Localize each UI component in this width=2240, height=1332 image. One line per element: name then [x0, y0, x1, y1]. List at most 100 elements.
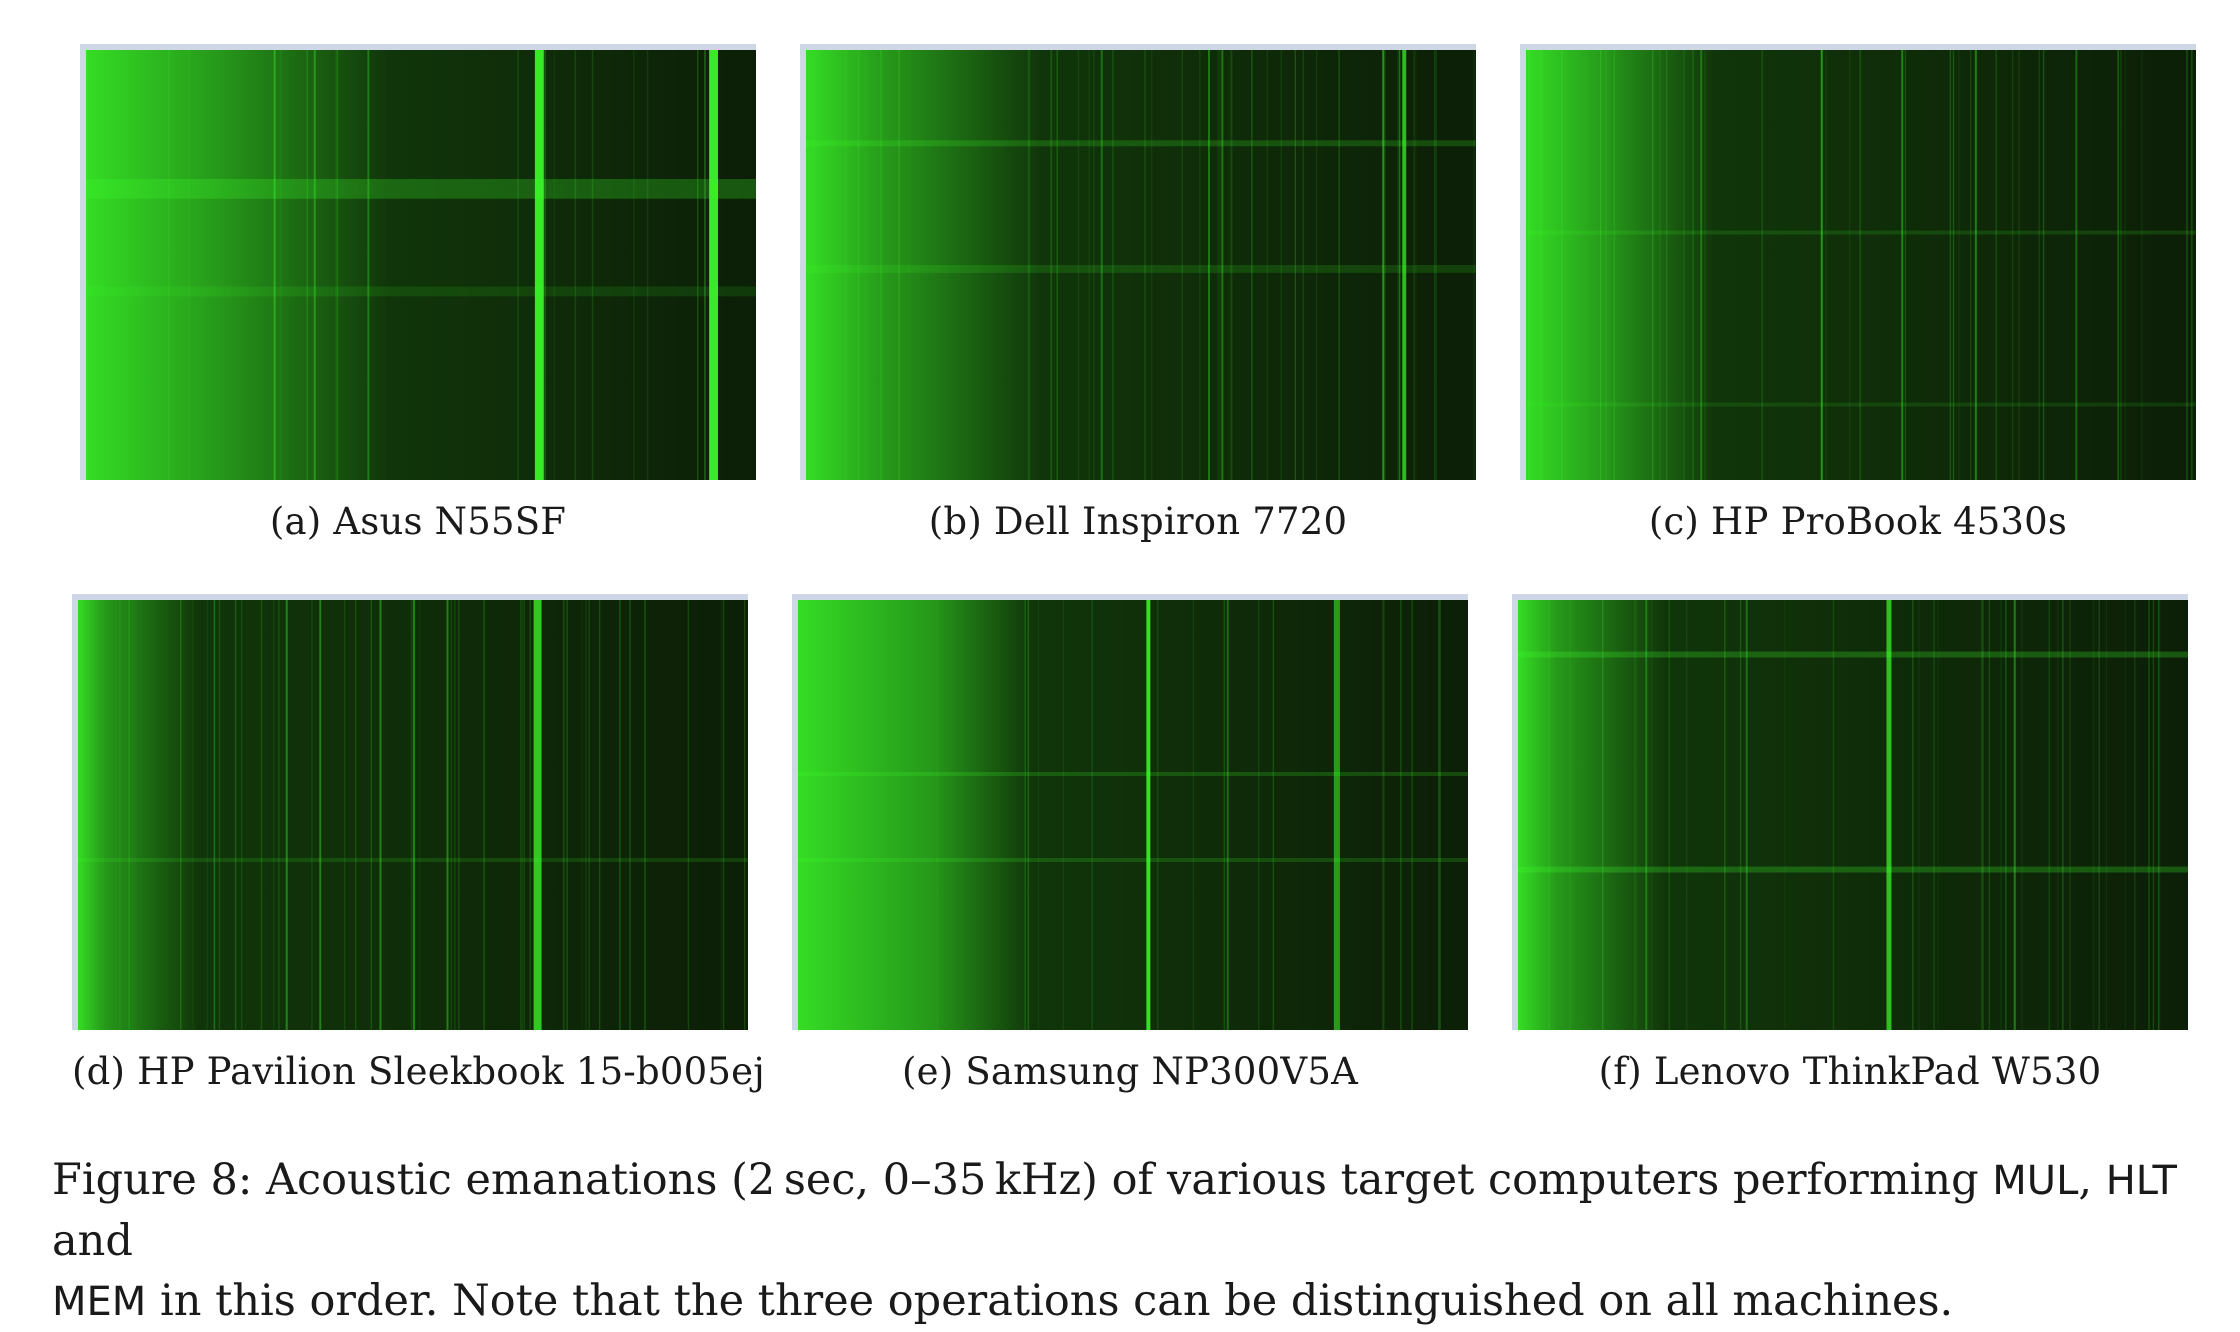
spectral-line	[1540, 50, 1542, 480]
spectral-line	[1652, 50, 1654, 480]
spectral-line	[1886, 600, 1892, 1030]
panel-f: (f) Lenovo ThinkPad W530	[1512, 594, 2188, 1093]
spectral-line	[619, 600, 621, 1030]
spectral-line	[80, 600, 83, 1030]
spectral-line	[446, 600, 449, 1030]
spectral-band	[798, 858, 1468, 862]
spectral-line	[2075, 50, 2078, 480]
spectral-line	[1150, 50, 1153, 480]
spectral-line	[2005, 600, 2007, 1030]
spectral-line	[633, 50, 635, 480]
spectral-line	[1668, 600, 1671, 1030]
spectral-line	[2117, 50, 2119, 480]
spectral-line	[240, 600, 243, 1030]
spectral-line	[1050, 50, 1053, 480]
spectral-line	[1399, 50, 1401, 480]
spectral-line	[813, 50, 815, 480]
spectral-line	[192, 600, 194, 1030]
spectral-line	[1969, 50, 1972, 480]
spectral-line	[458, 600, 460, 1030]
spectral-line	[2098, 600, 2100, 1030]
spectral-line	[644, 600, 646, 1030]
spectral-line	[1334, 600, 1340, 1030]
spectral-line	[1849, 50, 1851, 480]
spectral-band	[1526, 230, 2196, 235]
spectral-line	[1226, 600, 1229, 1030]
spectral-line	[119, 600, 121, 1030]
spectral-line	[2124, 600, 2127, 1030]
spectrogram-f	[1512, 594, 2188, 1030]
spectrogram-a	[80, 44, 756, 480]
spectral-line	[1397, 50, 1399, 480]
spectral-line	[1933, 600, 1935, 1030]
spectral-line	[1825, 50, 1827, 480]
spectral-line	[2061, 600, 2064, 1030]
spectral-line	[2186, 50, 2188, 480]
spectral-line	[1982, 600, 1984, 1030]
spectral-line	[2152, 600, 2155, 1030]
spectral-line	[858, 50, 860, 480]
spectral-line	[335, 50, 337, 480]
spectral-line	[1437, 600, 1440, 1030]
spectral-line	[1100, 50, 1103, 480]
spectral-line	[1199, 50, 1201, 480]
spectral-line	[1937, 600, 1940, 1030]
spectral-line	[379, 600, 382, 1030]
panel-b: (b) Dell Inspiron 7720	[800, 44, 1476, 543]
spectral-line	[1266, 50, 1269, 480]
spectral-line	[1988, 600, 1991, 1030]
subcaption-label: Dell Inspiron 7720	[993, 500, 1348, 543]
spectral-line	[521, 600, 523, 1030]
spectral-line	[697, 50, 699, 480]
spectral-line	[2048, 600, 2051, 1030]
spectral-line	[2042, 50, 2045, 480]
spectral-line	[1601, 600, 1604, 1030]
spectral-line	[272, 600, 275, 1030]
spectrogram-b	[800, 44, 1476, 480]
spectral-line	[1398, 50, 1401, 480]
caption-text: in this order. Note that the three opera…	[146, 1276, 1954, 1326]
spectral-line	[234, 600, 237, 1030]
spectral-line	[585, 600, 587, 1030]
spectral-line	[1739, 600, 1742, 1030]
spectral-line	[1251, 50, 1253, 480]
spectral-line	[517, 50, 519, 480]
panel-d: (d) HP Pavilion Sleekbook 15-b005ej	[72, 594, 765, 1093]
spectral-line	[1724, 600, 1726, 1030]
spectral-line	[2069, 600, 2071, 1030]
spectral-line	[306, 50, 309, 480]
spectral-line	[1302, 50, 1304, 480]
spectral-line	[2148, 600, 2150, 1030]
spectral-line	[1974, 50, 1977, 480]
spectral-line	[2124, 50, 2126, 480]
spectral-line	[898, 50, 900, 480]
spectral-line	[1761, 50, 1763, 480]
spectral-line	[86, 50, 88, 480]
spectral-line	[450, 600, 452, 1030]
subcaption-c: (c) HP ProBook 4530s	[1520, 500, 2196, 543]
subcaption-tag: (b)	[928, 500, 982, 543]
spectral-band	[806, 265, 1476, 273]
spectral-line	[743, 600, 746, 1030]
spectral-line	[102, 600, 105, 1030]
spectral-line	[1473, 50, 1475, 480]
spectrogram-glow	[1518, 600, 2188, 1030]
spectral-line	[2000, 600, 2002, 1030]
spectral-band	[86, 179, 756, 199]
spectral-line	[1093, 50, 1095, 480]
spectral-line	[2157, 600, 2160, 1030]
spectral-line	[856, 50, 859, 480]
spectral-line	[213, 600, 216, 1030]
spectral-line	[936, 600, 939, 1030]
spectral-line	[534, 50, 544, 480]
spectral-line	[2191, 50, 2193, 480]
spectral-line	[1383, 600, 1385, 1030]
spectral-line	[1400, 600, 1402, 1030]
subcaption-tag: (a)	[269, 500, 322, 543]
spectrogram-glow	[1526, 50, 2196, 480]
spectral-line	[1645, 600, 1648, 1030]
spectral-line	[1692, 50, 1694, 480]
spectral-line	[574, 50, 577, 480]
spectral-line	[2134, 600, 2136, 1030]
spectral-line	[2158, 600, 2161, 1030]
